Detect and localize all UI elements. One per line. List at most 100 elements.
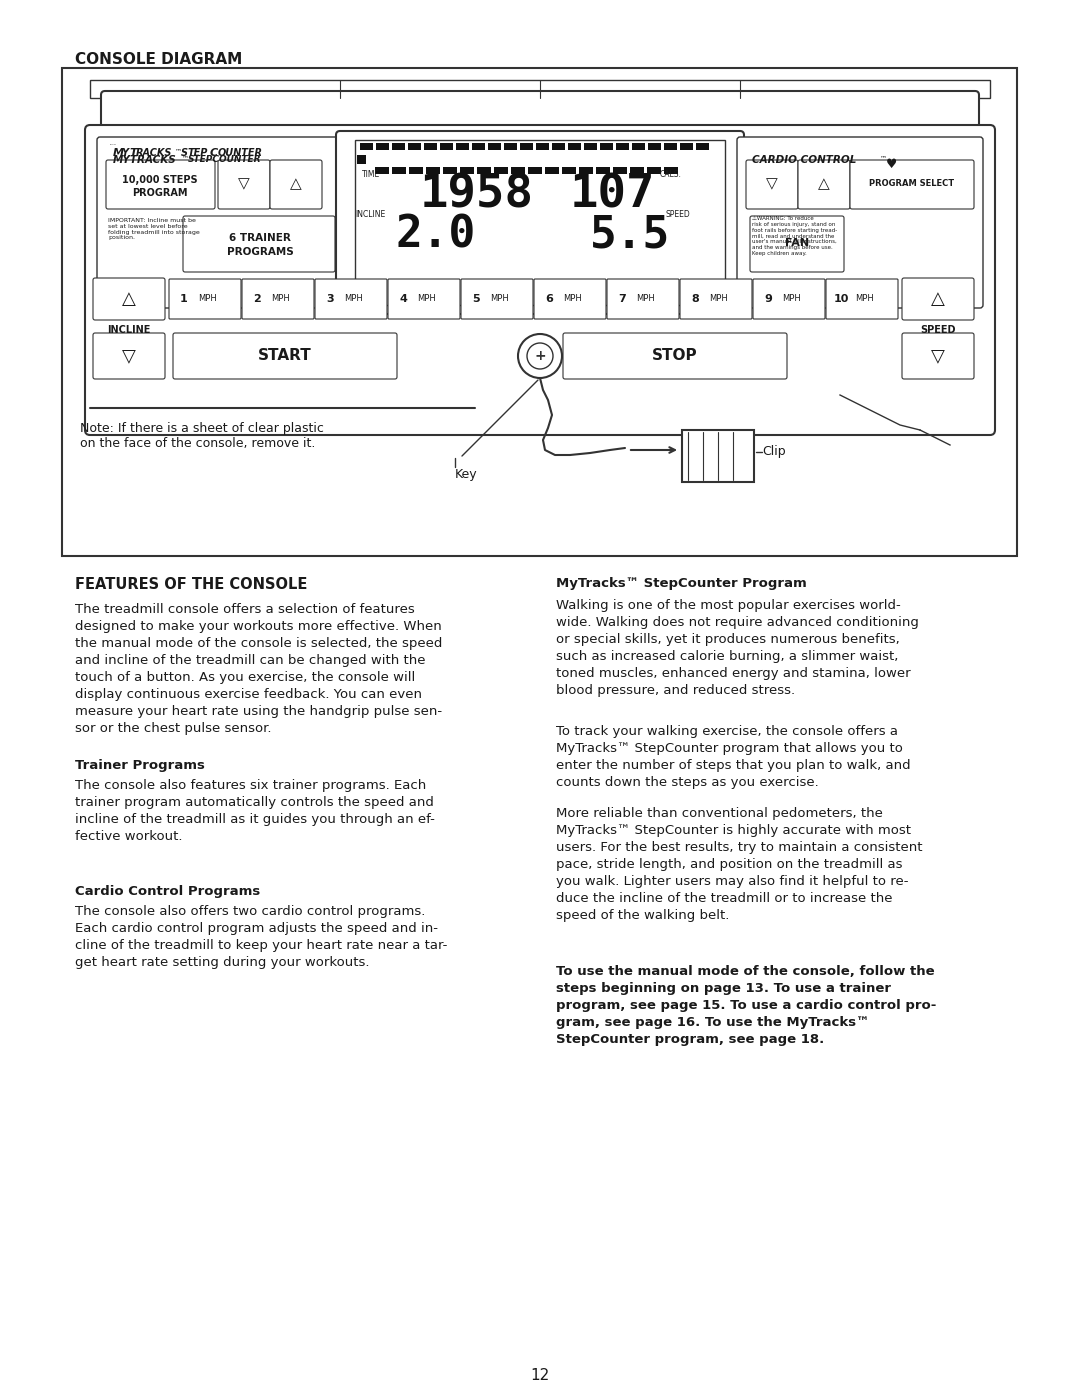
Bar (613, 168, 627, 175)
Text: 5: 5 (472, 293, 480, 305)
Bar (357, 155, 366, 163)
Bar (62, 68, 1017, 556)
FancyBboxPatch shape (902, 278, 974, 320)
FancyBboxPatch shape (270, 161, 322, 210)
Text: Key: Key (455, 468, 477, 481)
Bar (519, 142, 534, 149)
Text: MyTracks™ StepCounter Program: MyTracks™ StepCounter Program (556, 577, 807, 590)
Text: ♥: ♥ (886, 158, 897, 170)
Bar (664, 142, 677, 149)
Text: +: + (535, 349, 545, 363)
Text: MPH: MPH (490, 293, 509, 303)
Text: ™: ™ (880, 155, 887, 161)
Bar (600, 142, 613, 149)
Text: SPEED: SPEED (665, 210, 690, 219)
Text: Note: If there is a sheet of clear plastic
on the face of the console, remove it: Note: If there is a sheet of clear plast… (80, 422, 324, 450)
FancyBboxPatch shape (902, 332, 974, 379)
Text: △: △ (931, 291, 945, 307)
Text: 6 TRAINER: 6 TRAINER (229, 233, 291, 243)
Text: MPH: MPH (345, 293, 363, 303)
Text: MPH: MPH (417, 293, 435, 303)
Text: FEATURES OF THE CONSOLE: FEATURES OF THE CONSOLE (75, 577, 308, 592)
Bar (511, 168, 525, 175)
Text: Y: Y (121, 148, 129, 158)
Text: ▽: ▽ (122, 346, 136, 365)
Text: T: T (129, 148, 137, 158)
FancyBboxPatch shape (826, 279, 897, 319)
Bar (579, 168, 593, 175)
FancyBboxPatch shape (753, 279, 825, 319)
FancyBboxPatch shape (93, 332, 165, 379)
Text: 12: 12 (530, 1368, 550, 1383)
Text: C: C (210, 148, 218, 158)
Bar (90, 80, 990, 98)
Text: 7: 7 (618, 293, 626, 305)
Bar (376, 142, 389, 149)
Text: MPH: MPH (271, 293, 289, 303)
Text: ▽: ▽ (238, 176, 249, 191)
Text: The console also offers two cardio control programs.
Each cardio control program: The console also offers two cardio contr… (75, 905, 447, 970)
Bar (545, 168, 559, 175)
FancyBboxPatch shape (85, 124, 995, 434)
Bar (409, 168, 423, 175)
Bar (596, 168, 610, 175)
Bar (562, 168, 576, 175)
Bar (528, 168, 542, 175)
Bar (488, 142, 501, 149)
Bar (375, 168, 389, 175)
Bar (355, 140, 725, 305)
Text: 4: 4 (400, 293, 407, 305)
Text: 5.5: 5.5 (590, 212, 671, 256)
Bar (648, 142, 661, 149)
Text: Trainer Programs: Trainer Programs (75, 759, 205, 773)
FancyBboxPatch shape (242, 279, 314, 319)
FancyBboxPatch shape (173, 332, 397, 379)
Bar (647, 168, 661, 175)
FancyBboxPatch shape (563, 332, 787, 379)
Bar (664, 168, 678, 175)
Bar (584, 142, 597, 149)
Text: ™: ™ (183, 155, 189, 161)
Text: CALS.: CALS. (660, 170, 681, 179)
Text: IMPORTANT: Incline must be
set at lowest level before
folding treadmill into sto: IMPORTANT: Incline must be set at lowest… (108, 218, 200, 240)
Text: STEPCOUNTER: STEPCOUNTER (188, 155, 261, 163)
FancyBboxPatch shape (336, 131, 744, 314)
Bar (680, 142, 693, 149)
FancyBboxPatch shape (106, 161, 215, 210)
Text: S: S (181, 148, 188, 158)
FancyBboxPatch shape (168, 279, 241, 319)
Text: SPEED: SPEED (920, 326, 956, 335)
Text: M: M (113, 148, 124, 158)
Text: MYTRACKS: MYTRACKS (113, 155, 177, 165)
Text: ™: ™ (175, 148, 183, 154)
FancyBboxPatch shape (97, 137, 338, 307)
Text: TEP: TEP (188, 148, 208, 158)
Text: 2: 2 (253, 293, 261, 305)
Text: 8: 8 (691, 293, 699, 305)
Bar (440, 142, 453, 149)
Text: START: START (258, 348, 312, 363)
Text: INCLINE: INCLINE (107, 326, 151, 335)
Text: MPH: MPH (563, 293, 582, 303)
Text: △: △ (819, 176, 829, 191)
Text: Clip: Clip (762, 446, 785, 458)
Text: PROGRAM: PROGRAM (132, 189, 188, 198)
Text: The console also features six trainer programs. Each
trainer program automatical: The console also features six trainer pr… (75, 780, 435, 842)
Bar (392, 142, 405, 149)
Text: More reliable than conventional pedometers, the
MyTracks™ StepCounter is highly : More reliable than conventional pedomete… (556, 807, 922, 922)
FancyBboxPatch shape (850, 161, 974, 210)
Bar (568, 142, 581, 149)
Text: 1: 1 (180, 293, 188, 305)
Text: △: △ (122, 291, 136, 307)
Text: Cardio Control Programs: Cardio Control Programs (75, 886, 260, 898)
Bar (696, 142, 708, 149)
FancyBboxPatch shape (388, 279, 460, 319)
Bar (552, 142, 565, 149)
Bar (408, 142, 421, 149)
FancyBboxPatch shape (680, 279, 752, 319)
Bar (426, 168, 440, 175)
FancyBboxPatch shape (93, 278, 165, 320)
Text: FAN: FAN (785, 237, 809, 249)
FancyBboxPatch shape (102, 91, 978, 129)
FancyBboxPatch shape (534, 279, 606, 319)
